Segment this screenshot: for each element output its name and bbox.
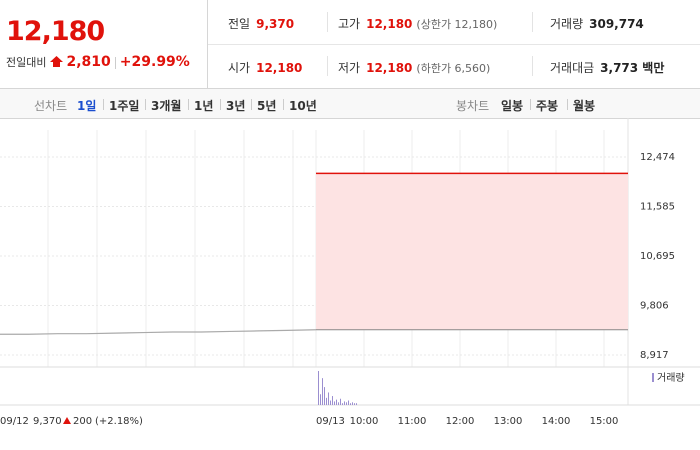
change-row: 전일대비 2,810 +29.99% <box>6 54 190 70</box>
separator <box>188 99 189 110</box>
quote-label: 전일 <box>228 17 251 31</box>
quote-header: 12,180 전일대비 2,810 +29.99% 전일 9,370 고가 12,180… <box>0 0 700 89</box>
quote-label: 거래량 <box>550 17 584 31</box>
up-icon <box>49 56 63 67</box>
x-tick-label: 10:00 <box>350 416 379 427</box>
separator <box>103 99 104 110</box>
quote-label: 고가 <box>338 17 361 31</box>
period-button[interactable]: 5년 <box>257 99 277 113</box>
quote-value: 12,180 <box>256 61 303 75</box>
separator <box>530 99 531 110</box>
volume-bar <box>350 403 351 405</box>
y-tick-label: 12,474 <box>640 152 675 163</box>
divider <box>532 56 533 76</box>
period-button[interactable]: 1년 <box>194 99 214 113</box>
candle-chart-label: 봉차트 <box>456 99 490 113</box>
volume-bar <box>348 400 349 405</box>
x-tick-label: 14:00 <box>542 416 571 427</box>
y-tick-label: 11,585 <box>640 201 675 212</box>
volume-bar <box>354 403 355 405</box>
separator <box>220 99 221 110</box>
toolbar: 선차트 1일 1주일 3개월 1년 3년 5년 10년 봉차트 일봉 주봉 월봉 <box>0 89 700 119</box>
footer-change: 200 <box>73 416 92 427</box>
volume-bar <box>346 402 347 405</box>
period-button[interactable]: 3년 <box>226 99 246 113</box>
volume-bar <box>326 397 327 405</box>
line-chart-label: 선차트 <box>34 99 68 113</box>
volume-bar <box>338 402 339 405</box>
separator <box>145 99 146 110</box>
quote-cell: 거래대금 3,773 백만 <box>550 59 664 76</box>
volume-bar <box>340 398 341 405</box>
divider <box>208 44 700 45</box>
volume-bar <box>318 371 319 405</box>
separator <box>567 99 568 110</box>
y-tick-label: 8,917 <box>640 350 669 361</box>
quote-label: 저가 <box>338 61 361 75</box>
up-icon <box>63 417 71 424</box>
quote-cell: 고가 12,180 (상한가 12,180) <box>338 15 497 32</box>
quote-cell: 저가 12,180 (하한가 6,560) <box>338 59 490 76</box>
quote-value: 3,773 백만 <box>600 61 665 75</box>
volume-bar <box>352 402 353 405</box>
volume-bar <box>322 378 323 405</box>
legend-swatch <box>652 373 654 382</box>
price-line <box>0 329 317 335</box>
quote-value: 12,180 <box>366 17 413 31</box>
change-label: 전일대비 <box>6 56 47 69</box>
separator <box>283 99 284 110</box>
footer-rate: (+2.18%) <box>95 416 143 427</box>
quote-value: 12,180 <box>366 61 413 75</box>
x-tick-label: 15:00 <box>590 416 619 427</box>
price-box: 12,180 전일대비 2,810 +29.99% <box>0 0 208 88</box>
change-rate: +29.99% <box>119 54 190 70</box>
period-button[interactable]: 일봉 <box>501 99 524 113</box>
legend-label: 거래량 <box>657 372 685 384</box>
period-button[interactable]: 주봉 <box>536 99 559 113</box>
x-tick-label: 11:00 <box>398 416 427 427</box>
quote-note: (하한가 6,560) <box>416 62 491 75</box>
price-area <box>316 173 628 330</box>
volume-bar <box>334 401 335 405</box>
volume-bar <box>328 392 329 405</box>
period-button[interactable]: 1일 <box>77 99 97 113</box>
quote-label: 거래대금 <box>550 61 595 75</box>
footer-date: 09/12 <box>0 416 29 427</box>
footer-close: 9,370 <box>33 416 62 427</box>
divider <box>532 12 533 32</box>
volume-bar <box>342 403 343 405</box>
quote-value: 9,370 <box>256 17 295 31</box>
x-tick-label: 09/13 <box>316 416 345 427</box>
quote-cell: 거래량 309,774 <box>550 15 644 32</box>
separator <box>251 99 252 110</box>
volume-bar <box>330 400 331 405</box>
volume-bar <box>336 399 337 405</box>
y-tick-label: 10,695 <box>640 251 675 262</box>
change-amount: 2,810 <box>66 54 111 70</box>
divider <box>327 12 328 32</box>
volume-bar <box>344 401 345 405</box>
x-tick-label: 13:00 <box>494 416 523 427</box>
y-tick-label: 9,806 <box>640 301 669 312</box>
period-button[interactable]: 3개월 <box>151 99 182 113</box>
quote-cell: 시가 12,180 <box>228 59 302 76</box>
quote-label: 시가 <box>228 61 251 75</box>
quote-note: (상한가 12,180) <box>416 18 498 31</box>
volume-bar <box>356 403 357 405</box>
current-price: 12,180 <box>6 16 105 47</box>
volume-bar <box>320 394 321 405</box>
divider <box>327 56 328 76</box>
period-button[interactable]: 1주일 <box>109 99 140 113</box>
volume-bar <box>332 396 333 405</box>
x-tick-label: 12:00 <box>446 416 475 427</box>
volume-bar <box>324 387 325 405</box>
quote-cell: 전일 9,370 <box>228 15 294 32</box>
period-button[interactable]: 10년 <box>289 99 317 113</box>
period-button[interactable]: 월봉 <box>573 99 596 113</box>
quote-value: 309,774 <box>589 17 644 31</box>
